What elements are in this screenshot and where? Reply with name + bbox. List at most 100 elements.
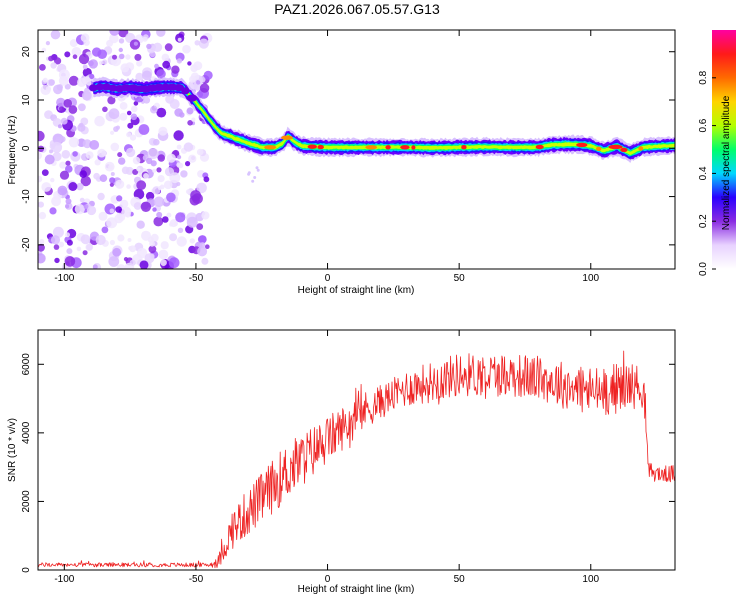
noise-dot <box>136 167 141 172</box>
noise-dot <box>176 236 187 247</box>
noise-dot <box>79 170 87 178</box>
colorbar-gradient <box>712 30 736 269</box>
noise-dot <box>164 43 173 52</box>
noise-dot <box>81 90 92 101</box>
x-tick-100-label: 100 <box>582 574 599 585</box>
noise-dot <box>128 246 133 251</box>
noise-dot <box>74 204 85 215</box>
noise-dot <box>110 172 115 176</box>
noise-dot <box>199 242 206 248</box>
noise-dot <box>187 61 192 66</box>
noise-dot <box>196 148 204 156</box>
noise-dot <box>83 204 89 210</box>
noise-dot <box>102 106 108 113</box>
noise-dot <box>118 213 126 221</box>
noise-dot <box>109 177 116 184</box>
noise-dot <box>41 169 49 177</box>
noise-dot <box>134 53 142 61</box>
noise-dot <box>146 43 152 50</box>
noise-dot <box>205 244 210 249</box>
noise-dot <box>39 64 46 71</box>
noise-dot <box>196 223 204 231</box>
noise-dot <box>101 59 108 65</box>
colorbar-label: Normalized spectral amplitude <box>721 95 732 230</box>
noise-dot <box>95 234 106 246</box>
noise-dot <box>59 106 64 112</box>
noise-dot <box>117 152 123 158</box>
x-tick-100-label: 100 <box>582 273 599 284</box>
noise-dot <box>130 113 138 121</box>
noise-dot <box>166 192 176 203</box>
colorbar-tick-label-4: 0.8 <box>698 70 709 84</box>
noise-dot <box>171 65 180 74</box>
noise-dot <box>157 175 165 183</box>
frequency-ridge <box>89 76 675 163</box>
noise-dot <box>113 126 119 132</box>
ridge-peak <box>317 144 324 150</box>
noise-dot <box>126 110 132 116</box>
noise-dot <box>127 238 132 242</box>
noise-dot <box>133 202 142 210</box>
noise-dot <box>127 122 134 129</box>
figure-title: PAZ1.2026.067.05.57.G13 <box>274 1 440 17</box>
noise-dot <box>177 227 184 233</box>
noise-dot <box>133 101 139 106</box>
noise-dot <box>109 182 114 187</box>
noise-dot <box>143 173 149 179</box>
noise-dot <box>147 148 159 160</box>
noise-dot <box>247 172 251 176</box>
noise-dot <box>116 195 123 202</box>
x-tick-neg100-label: -100 <box>54 273 74 284</box>
noise-dot <box>92 264 98 269</box>
colorbar-tick-label-3: 0.6 <box>698 118 709 132</box>
noise-dot <box>109 208 115 214</box>
noise-dot <box>136 247 148 259</box>
noise-dot <box>177 37 182 42</box>
noise-dot <box>49 149 53 154</box>
noise-dot <box>182 44 191 54</box>
x-tick-neg100-label: -100 <box>54 574 74 585</box>
noise-dot <box>50 177 55 183</box>
noise-dot <box>55 136 62 142</box>
noise-dot <box>52 226 64 238</box>
noise-dot <box>61 150 71 159</box>
noise-dot <box>191 117 196 122</box>
ridge-peak <box>461 145 467 150</box>
noise-dot <box>115 179 125 189</box>
noise-dot <box>142 70 152 81</box>
noise-dot <box>169 233 178 242</box>
noise-dot <box>160 241 169 250</box>
noise-dot <box>144 253 155 264</box>
noise-dot <box>72 151 78 157</box>
noise-dot <box>199 83 210 93</box>
spectrogram-x-label: Height of straight line (km) <box>298 285 415 296</box>
noise-dot <box>138 124 150 135</box>
snr-panel: -100 -50 0 50 100 0 2000 4000 6000 Height of st… <box>7 329 676 595</box>
ridge-peak <box>596 146 602 151</box>
noise-dot <box>89 73 95 79</box>
noise-dot <box>65 232 70 238</box>
ridge-peak <box>535 144 544 150</box>
noise-dot <box>136 60 143 67</box>
noise-dot <box>160 259 167 267</box>
noise-dot <box>68 137 80 148</box>
noise-dot <box>38 211 47 220</box>
noise-dot <box>64 256 76 267</box>
noise-dot <box>54 257 60 264</box>
noise-dot <box>188 80 199 90</box>
noise-dot <box>41 182 52 192</box>
noise-dot <box>85 243 94 252</box>
y-tick-4000-label: 4000 <box>21 421 32 444</box>
noise-dot <box>44 154 55 165</box>
noise-dot <box>38 253 46 264</box>
noise-dot <box>110 142 120 152</box>
noise-dot <box>109 30 120 36</box>
noise-dot <box>185 161 191 167</box>
x-tick-50-label: 50 <box>454 273 466 284</box>
noise-dot <box>50 235 61 245</box>
noise-dot <box>158 126 168 136</box>
noise-dot <box>93 172 100 180</box>
noise-dot <box>148 245 157 254</box>
ridge-peak <box>620 147 628 153</box>
noise-dot <box>41 47 47 53</box>
